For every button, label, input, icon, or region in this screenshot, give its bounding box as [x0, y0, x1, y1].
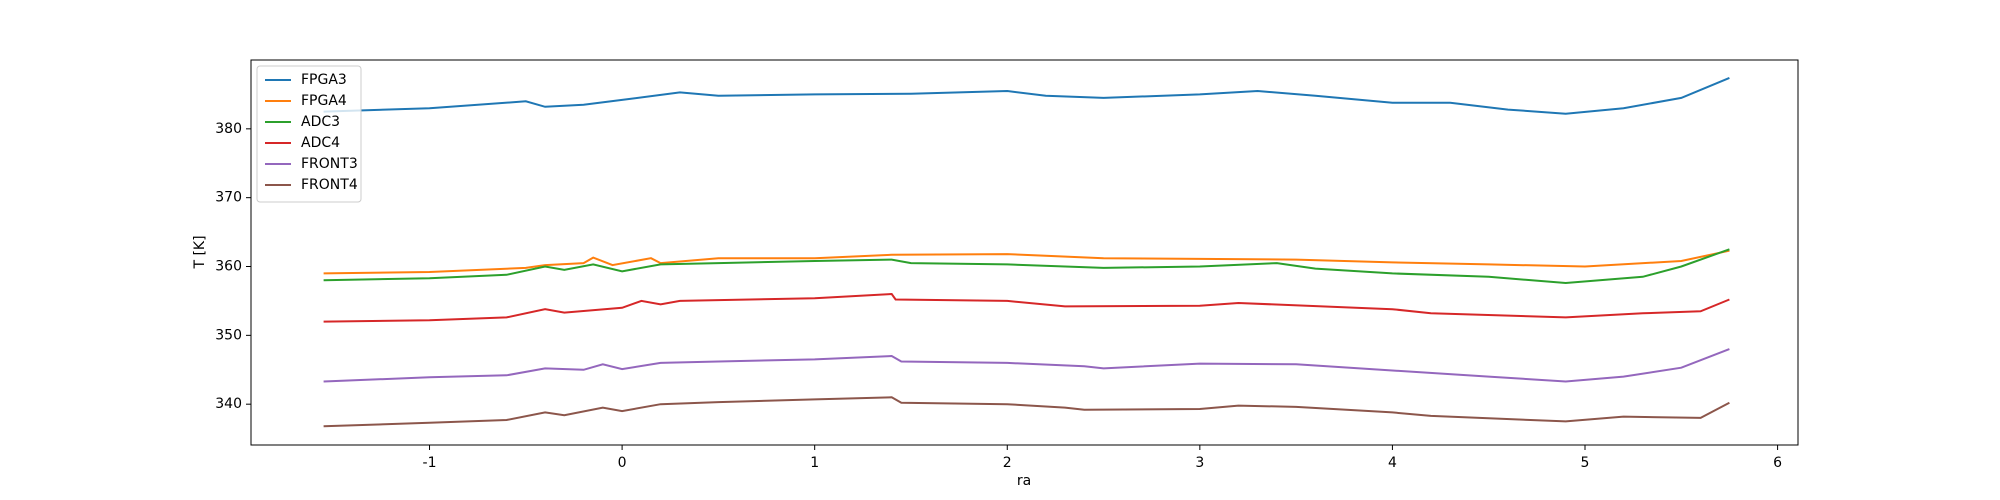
x-tick-label: -1 [423, 455, 437, 471]
y-tick-label: 380 [215, 121, 242, 137]
series-line [323, 76, 1730, 115]
series-line [323, 348, 1730, 383]
series-line [323, 249, 1730, 275]
y-tick-label: 370 [215, 190, 242, 206]
x-tick-label: 5 [1581, 455, 1590, 471]
legend-label: ADC4 [301, 135, 340, 151]
y-axis-label: T [K] [192, 235, 208, 269]
legend-label: ADC3 [301, 114, 340, 130]
y-tick-label: 340 [215, 396, 242, 412]
plot-frame [250, 59, 1799, 446]
y-tick-label: 350 [215, 327, 242, 343]
series-line [323, 396, 1730, 428]
series-line [323, 248, 1730, 285]
legend-label: FRONT3 [301, 156, 358, 172]
x-tick-label: 6 [1773, 455, 1782, 471]
legend-label: FPGA4 [301, 93, 347, 109]
x-tick-label: 0 [618, 455, 627, 471]
y-tick-label: 360 [215, 259, 242, 275]
x-tick-label: 1 [810, 455, 819, 471]
legend-label: FRONT4 [301, 177, 358, 193]
x-tick-label: 4 [1388, 455, 1397, 471]
x-tick-label: 2 [1003, 455, 1012, 471]
legend-label: FPGA3 [301, 72, 347, 88]
x-tick-label: 3 [1195, 455, 1204, 471]
x-axis-label: ra [1017, 473, 1031, 489]
series-line [323, 292, 1730, 323]
